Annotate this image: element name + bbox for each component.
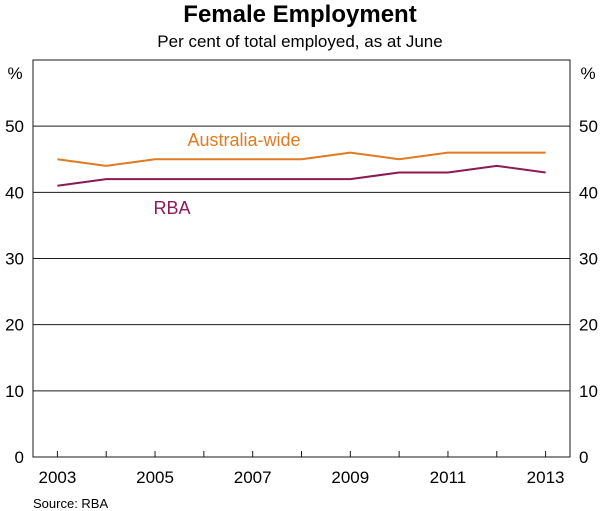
series-line-australia-wide: [57, 151, 546, 167]
chart-title: Female Employment: [183, 1, 416, 28]
x-tick-label: 2011: [430, 468, 467, 487]
y-tick-right: 20: [579, 316, 598, 335]
x-tick-label: 2003: [38, 468, 76, 487]
series-line-rba: [57, 164, 546, 187]
x-tick-label: 2007: [234, 468, 272, 487]
series-label-australia-wide: Australia-wide: [187, 130, 300, 150]
y-tick-right: 0: [579, 448, 588, 467]
y-tick-left: 40: [5, 183, 24, 202]
y-tick-left: 10: [5, 382, 24, 401]
x-axis-ticks: 2003 2005 2007 2009 2011 2013: [38, 451, 565, 487]
x-tick-label: 2009: [331, 468, 369, 487]
y-tick-right: 40: [579, 183, 598, 202]
chart-source: Source: RBA: [33, 496, 108, 511]
y-tick-right: 30: [579, 250, 598, 269]
y-tick-left: 0: [15, 448, 24, 467]
x-tick-label: 2005: [136, 468, 174, 487]
gridlines: [33, 125, 570, 392]
y-tick-right: 50: [579, 117, 598, 136]
series-lines: [57, 151, 546, 187]
y-tick-right: 10: [579, 382, 598, 401]
y-tick-left: 50: [5, 117, 24, 136]
left-unit-label: %: [7, 64, 22, 83]
y-tick-left: 30: [5, 250, 24, 269]
chart-subtitle: Per cent of total employed, as at June: [157, 32, 442, 51]
series-label-rba: RBA: [153, 198, 190, 218]
x-tick-label: 2013: [527, 468, 565, 487]
y-axis-ticks: 0 0 10 10 20 20 30 30 40 40 50 50: [5, 117, 598, 467]
right-unit-label: %: [580, 64, 595, 83]
y-tick-left: 20: [5, 316, 24, 335]
